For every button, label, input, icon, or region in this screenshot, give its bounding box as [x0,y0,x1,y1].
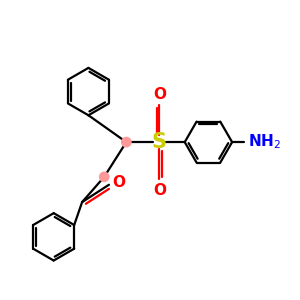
Circle shape [121,137,132,148]
Text: NH$_2$: NH$_2$ [248,133,281,152]
Text: O: O [153,182,166,197]
Text: O: O [153,87,166,102]
Text: O: O [113,175,126,190]
Circle shape [99,172,110,182]
Text: S: S [152,132,167,152]
